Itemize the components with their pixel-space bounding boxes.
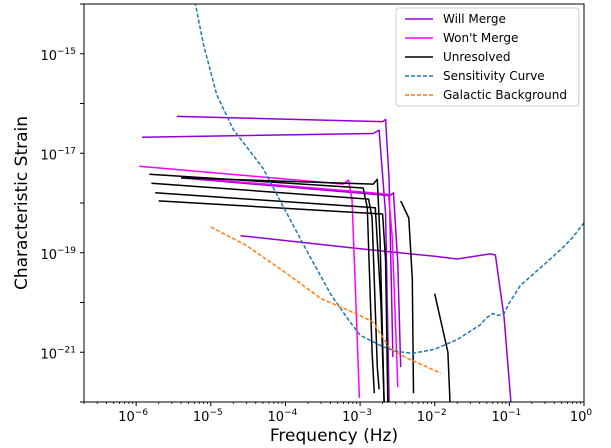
series-line-will-merge <box>176 115 394 358</box>
series-line-unresolved <box>158 200 389 402</box>
series-line-won-t-merge <box>181 176 399 388</box>
x-tick-label: 10−1 <box>491 408 521 425</box>
x-tick-label: 10−2 <box>417 408 447 425</box>
series-line-unresolved <box>433 293 451 402</box>
x-tick-label: 10−3 <box>342 408 372 425</box>
series-line-will-merge <box>142 129 390 402</box>
series-line-unresolved <box>155 192 385 402</box>
y-tick-label: 10−17 <box>40 146 76 163</box>
legend-label: Sensitivity Curve <box>443 69 545 83</box>
series-line-sensitivity-curve <box>194 4 584 355</box>
legend-box <box>395 7 580 107</box>
plot-frame <box>83 3 585 403</box>
y-tick-label: 10−19 <box>40 246 76 263</box>
series-line-unresolved <box>151 182 380 390</box>
series-line-won-t-merge <box>139 165 361 399</box>
series-line-will-merge <box>181 177 402 368</box>
x-axis-label: Frequency (Hz) <box>270 426 398 446</box>
series-line-galactic-background <box>210 226 441 374</box>
y-tick-label: 10−21 <box>40 345 76 362</box>
series-line-unresolved <box>181 177 385 402</box>
series-line-unresolved <box>400 200 415 394</box>
legend-label: Unresolved <box>443 50 510 64</box>
y-axis-label: Characteristic Strain <box>12 116 32 290</box>
legend-label: Will Merge <box>443 12 506 26</box>
plot-area <box>139 4 584 402</box>
legend-label: Won't Merge <box>443 31 518 45</box>
x-tick-label: 10−6 <box>118 408 148 425</box>
legend-label: Galactic Background <box>443 88 567 102</box>
legend: Will Merge Won't Merge Unresolved Sensitivi… <box>395 7 580 107</box>
x-tick-label: 10−4 <box>268 408 298 425</box>
x-tick-label: 100 <box>570 408 593 425</box>
y-tick-label: 10−15 <box>40 47 76 64</box>
x-tick-label: 10−5 <box>193 408 223 425</box>
axis-ticks: 10−6 10−5 10−4 10−3 10−2 10−1 100 10−21 10−19 10−… <box>40 3 593 425</box>
